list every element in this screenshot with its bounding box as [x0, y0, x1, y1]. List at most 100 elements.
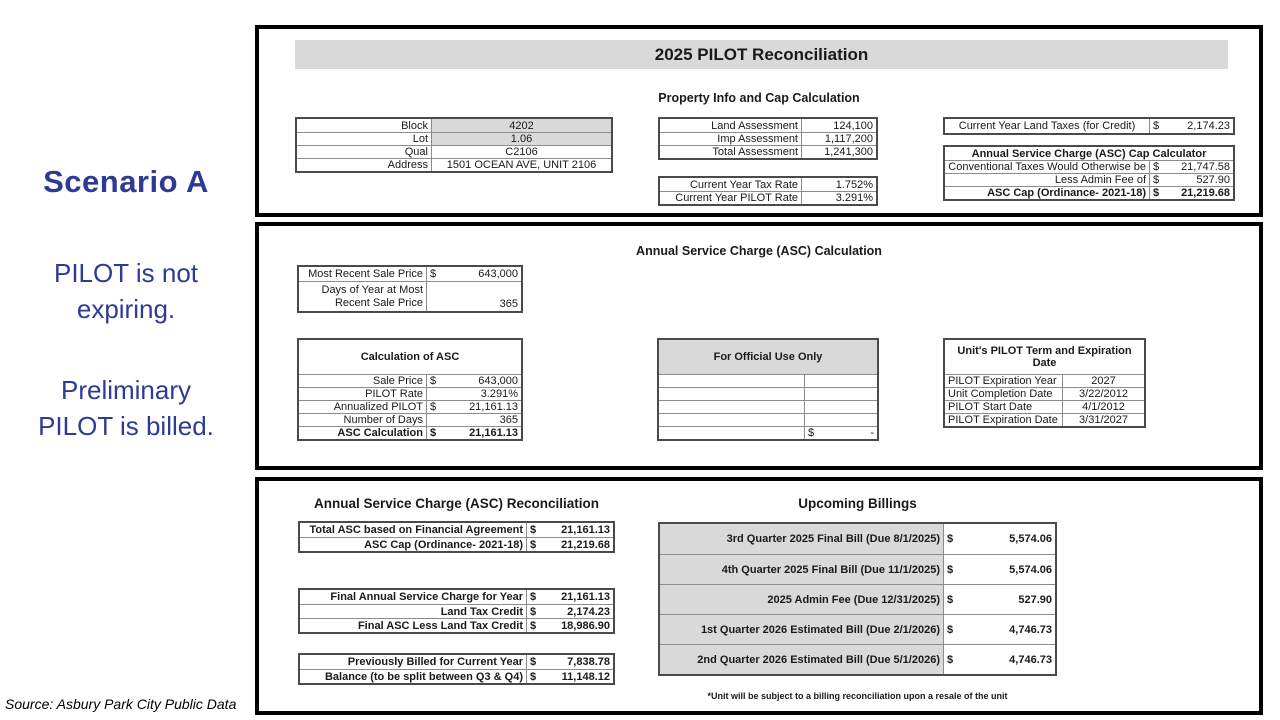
note-line: Preliminary — [60, 375, 192, 405]
amount: 11,148.12 — [561, 670, 610, 683]
reconciliation-heading: Annual Service Charge (ASC) Reconciliati… — [313, 496, 600, 511]
pilot-term-table: Unit's PILOT Term and Expiration Date PI… — [943, 338, 1146, 428]
dollar-sign: $ — [947, 593, 954, 606]
dollar-sign: $ — [530, 591, 537, 603]
section-asc-calculation: Annual Service Charge (ASC) Calculation … — [255, 222, 1263, 470]
table-header: Annual Service Charge (ASC) Cap Calculat… — [971, 147, 1207, 160]
row-value: 1,241,300 — [824, 146, 873, 158]
row-label: Total Assessment — [660, 146, 802, 158]
upcoming-billings-table: 3rd Quarter 2025 Final Bill (Due 8/1/202… — [658, 522, 1057, 676]
table-row: Current Year Tax Rate 1.752% — [660, 178, 876, 191]
row-label: 1st Quarter 2026 Estimated Bill (Due 2/1… — [660, 615, 944, 644]
empty-cell — [659, 401, 805, 413]
amount: 2,174.23 — [1187, 120, 1230, 132]
row-value: $ 21,161.13 — [527, 523, 613, 537]
note-line: PILOT is billed. — [38, 411, 214, 441]
empty-cell — [805, 388, 877, 400]
amount: 7,838.78 — [567, 656, 610, 668]
row-label: PILOT Expiration Date — [945, 414, 1063, 426]
table-row: $ - — [659, 426, 877, 439]
calculation-of-asc-table: Calculation of ASC Sale Price $ 643,000 … — [297, 338, 523, 441]
row-value: $ 5,574.06 — [944, 555, 1055, 584]
table-header: Unit's PILOT Term and Expiration Date — [957, 345, 1132, 369]
row-label: Current Year PILOT Rate — [660, 192, 802, 204]
row-label: Number of Days — [299, 414, 427, 426]
row-label: Address — [297, 159, 432, 171]
row-value: $ 7,838.78 — [527, 655, 613, 669]
amount: 21,161.13 — [469, 427, 518, 439]
dollar-sign: $ — [947, 623, 954, 636]
amount: 21,219.68 — [561, 538, 610, 551]
amount: 5,574.06 — [1009, 563, 1052, 576]
table-row: Conventional Taxes Would Otherwise be $ … — [945, 160, 1233, 173]
row-value: 124,100 — [833, 119, 873, 132]
table-row — [659, 413, 877, 426]
row-value: 1.06 — [432, 133, 611, 145]
official-use-table: For Official Use Only $ - — [657, 338, 879, 441]
row-label: Most Recent Sale Price — [299, 267, 427, 281]
table-row: Less Admin Fee of $ 527.90 — [945, 173, 1233, 186]
row-value: $ - — [805, 427, 877, 439]
row-label: Less Admin Fee of — [945, 174, 1150, 186]
row-value: $ 21,161.13 — [427, 401, 521, 413]
section-reconciliation-billings: Annual Service Charge (ASC) Reconciliati… — [255, 477, 1263, 715]
row-label: 4th Quarter 2025 Final Bill (Due 11/1/20… — [660, 555, 944, 584]
table-row: 4th Quarter 2025 Final Bill (Due 11/1/20… — [660, 554, 1055, 584]
dollar-sign: $ — [947, 533, 954, 545]
empty-cell — [805, 401, 877, 413]
table-row — [659, 400, 877, 413]
source-note: Source: Asbury Park City Public Data — [5, 696, 237, 712]
row-value: 4202 — [432, 119, 611, 132]
recon-table-c: Previously Billed for Current Year $ 7,8… — [298, 653, 615, 685]
row-value: 3.291% — [835, 192, 873, 204]
table-row: Number of Days 365 — [299, 413, 521, 426]
amount: 527.90 — [1196, 174, 1230, 186]
note-line: expiring. — [76, 294, 176, 324]
row-label: Land Assessment — [660, 119, 802, 132]
table-row: Final ASC Less Land Tax Credit $ 18,986.… — [300, 618, 613, 632]
row-label: 2nd Quarter 2026 Estimated Bill (Due 5/1… — [660, 645, 944, 674]
amount: 21,161.13 — [469, 401, 518, 413]
label-line: Recent Sale Price — [334, 296, 423, 309]
table-row: Address 1501 OCEAN AVE, UNIT 2106 — [297, 158, 611, 171]
dollar-sign: $ — [808, 427, 815, 439]
row-value: $ 643,000 — [427, 267, 521, 281]
row-value: $ 18,986.90 — [527, 619, 613, 632]
dollar-sign: $ — [1153, 120, 1160, 132]
empty-cell — [659, 427, 805, 439]
recon-table-b: Final Annual Service Charge for Year $ 2… — [298, 588, 615, 634]
empty-cell — [659, 375, 805, 387]
row-value: $ 21,161.13 — [427, 427, 521, 439]
scenario-title: Scenario A — [43, 164, 209, 199]
table-row: ASC Cap (Ordinance- 2021-18) $ 21,219.68 — [945, 186, 1233, 199]
row-label: Previously Billed for Current Year — [300, 655, 527, 669]
table-row: Annualized PILOT $ 21,161.13 — [299, 400, 521, 413]
dollar-sign: $ — [1153, 161, 1160, 173]
row-label: 3rd Quarter 2025 Final Bill (Due 8/1/202… — [660, 524, 944, 554]
table-row: Land Assessment 124,100 — [660, 119, 876, 132]
section1-heading: Property Info and Cap Calculation — [658, 91, 860, 105]
amount: 18,986.90 — [561, 619, 610, 632]
table-row: Sale Price $ 643,000 — [299, 374, 521, 387]
assessment-table: Land Assessment 124,100 Imp Assessment 1… — [658, 117, 878, 160]
asc-cap-calculator-table: Annual Service Charge (ASC) Cap Calculat… — [943, 145, 1235, 201]
row-label: Sale Price — [299, 375, 427, 387]
dollar-sign: $ — [530, 670, 537, 683]
table-row: ASC Calculation $ 21,161.13 — [299, 426, 521, 439]
amount: 5,574.06 — [1009, 533, 1052, 545]
row-value: $ 5,574.06 — [944, 524, 1055, 554]
row-value: $ 527.90 — [1150, 174, 1233, 186]
dollar-sign: $ — [530, 538, 537, 551]
row-value: $ 2,174.23 — [527, 605, 613, 618]
dollar-sign: $ — [530, 656, 537, 668]
row-label: Balance (to be split between Q3 & Q4) — [300, 670, 527, 683]
label-line: Days of Year at Most — [321, 283, 424, 296]
row-label: Current Year Tax Rate — [660, 178, 802, 191]
dollar-sign: $ — [530, 619, 537, 632]
row-label: PILOT Start Date — [945, 401, 1063, 413]
row-value: 4/1/2012 — [1082, 401, 1125, 413]
empty-cell — [805, 414, 877, 426]
table-row: Total Assessment 1,241,300 — [660, 145, 876, 158]
property-table: Block 4202 Lot 1.06 Qual C2106 Address 1… — [295, 117, 613, 173]
dollar-sign: $ — [530, 524, 537, 536]
